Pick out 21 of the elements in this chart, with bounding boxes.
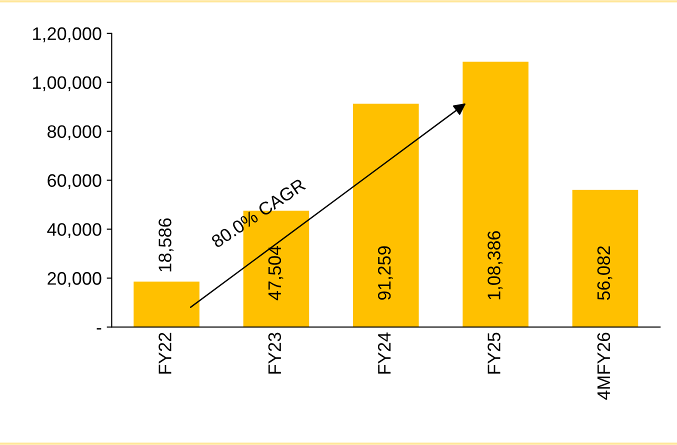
x-tick-label: 4MFY26	[597, 332, 610, 400]
x-tick-label: FY23	[268, 332, 282, 374]
bar	[134, 282, 200, 328]
x-tick-label: FY22	[158, 332, 172, 374]
bar	[572, 190, 638, 328]
bar	[352, 104, 419, 328]
y-tick-label: 80,000	[48, 125, 102, 140]
x-tick-label: FY25	[488, 332, 500, 374]
data-label: 1,08,386	[488, 231, 503, 300]
y-tick-label: 1,00,000	[33, 76, 102, 92]
y-tick-label: 40,000	[47, 223, 102, 238]
y-tick-label: -	[96, 328, 102, 330]
data-label: 56,082	[597, 246, 612, 300]
y-tick-label: 60,000	[48, 174, 102, 190]
x-tick-label: FY24	[378, 332, 391, 374]
y-tick-label: 20,000	[48, 272, 102, 287]
y-tick-label: 1,20,000	[33, 27, 102, 42]
data-label: 18,586	[158, 218, 174, 272]
data-label: 47,504	[268, 246, 284, 300]
bar	[462, 62, 528, 328]
data-label: 91,259	[378, 246, 393, 300]
